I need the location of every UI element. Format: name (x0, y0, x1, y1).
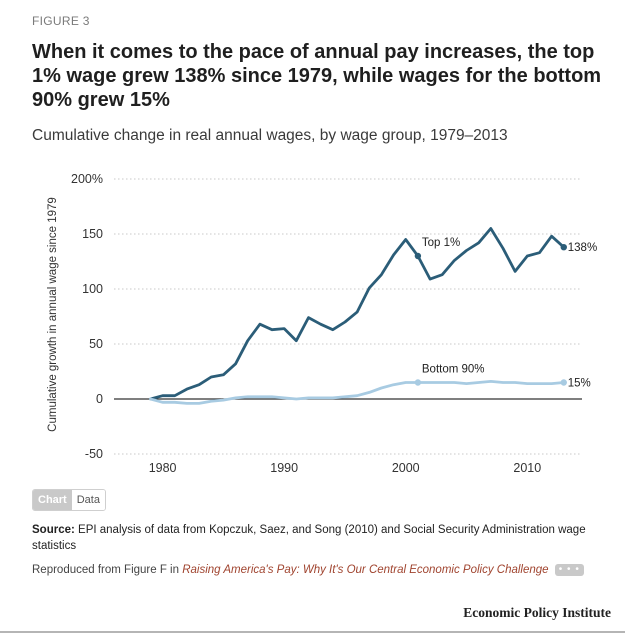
y-tick-label: 0 (96, 392, 103, 406)
series-end-label-top-1: 138% (568, 242, 597, 254)
y-tick-label: 50 (89, 337, 103, 351)
series-name-label-bottom-90: Bottom 90% (422, 364, 485, 376)
series-name-label-top-1: Top 1% (422, 237, 460, 249)
y-tick-label: 150 (82, 227, 103, 241)
chart-headline: When it comes to the pace of annual pay … (32, 41, 602, 111)
source-note: Source: EPI analysis of data from Kopczu… (32, 522, 602, 554)
x-tick-label: 1990 (270, 461, 298, 475)
reproduced-prefix: Reproduced from Figure F in (32, 564, 180, 576)
x-tick-label: 2010 (513, 461, 541, 475)
brand-name: Economic Policy Institute (463, 605, 611, 620)
more-button[interactable]: • • • (554, 563, 584, 576)
chart-subtitle: Cumulative change in real annual wages, … (32, 127, 508, 144)
data-tab-button[interactable]: Data (71, 490, 105, 510)
series-marker-top-1 (414, 252, 422, 260)
y-tick-label: 200% (71, 172, 103, 186)
x-tick-label: 1980 (149, 461, 177, 475)
x-tick-label: 2000 (392, 461, 420, 475)
series-line-top-1 (149, 227, 566, 401)
figure-label: FIGURE 3 (32, 14, 90, 28)
series-marker-bottom-90 (414, 379, 422, 386)
source-text: EPI analysis of data from Kopczuk, Saez,… (32, 524, 586, 552)
chart-tab-button[interactable]: Chart (33, 490, 72, 510)
source-label: Source: (32, 524, 75, 536)
y-tick-label: -50 (85, 447, 103, 461)
reproduced-note: Reproduced from Figure F in Raising Amer… (32, 562, 602, 578)
y-axis-label: Cumulative growth in annual wage since 1… (47, 197, 59, 432)
series-end-label-bottom-90: 15% (568, 378, 591, 390)
bottom-divider (0, 631, 625, 633)
chart-data-toggle: Chart Data (32, 489, 106, 511)
series-end-marker-top-1 (560, 244, 567, 251)
y-tick-label: 100 (82, 282, 103, 296)
line-chart: -50 0 50 100 150 200% 1980 1990 2000 2010 Cumulati… (47, 172, 597, 475)
series-end-marker-bottom-90 (560, 379, 567, 386)
series-line-bottom-90 (149, 379, 566, 405)
report-link[interactable]: Raising America's Pay: Why It's Our Cent… (182, 564, 549, 576)
